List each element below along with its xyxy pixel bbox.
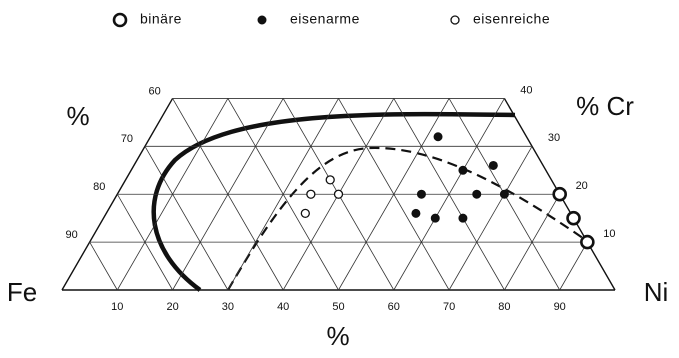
data-point xyxy=(416,189,426,199)
data-point xyxy=(580,234,595,250)
left-axis-label: % xyxy=(66,101,89,131)
legend-marker xyxy=(257,15,267,25)
legend-label: eisenreiche xyxy=(473,11,550,27)
ni-tick-label: 20 xyxy=(166,301,178,313)
fe-tick-label: 60 xyxy=(148,85,160,97)
right-axis-label: % Cr xyxy=(576,91,634,121)
grid-line xyxy=(393,98,505,291)
data-point xyxy=(552,186,568,202)
cr-tick-label: 10 xyxy=(603,228,615,240)
data-point xyxy=(458,213,468,223)
ni-corner-label: Ni xyxy=(644,277,669,307)
data-point xyxy=(300,208,310,219)
data-point xyxy=(488,160,498,170)
cr-tick-label: 20 xyxy=(576,180,588,192)
legend-marker xyxy=(450,15,460,25)
solid-boundary-curve xyxy=(151,111,516,292)
legend-marker xyxy=(112,12,128,28)
ni-tick-label: 90 xyxy=(554,301,566,313)
data-point xyxy=(333,189,344,199)
data-point xyxy=(458,165,468,175)
grid-line xyxy=(172,98,284,291)
fe-tick-label: 80 xyxy=(93,181,105,193)
grid-line xyxy=(559,241,588,291)
ni-tick-label: 30 xyxy=(222,301,234,313)
grid-line xyxy=(144,146,229,291)
cr-tick-label: 40 xyxy=(520,84,532,96)
grid-line xyxy=(448,146,533,291)
fe-tick-label: 70 xyxy=(121,133,133,145)
legend-label: eisenarme xyxy=(290,11,360,27)
ni-tick-label: 60 xyxy=(388,301,400,313)
data-point xyxy=(430,213,440,223)
fe-tick-label: 90 xyxy=(66,229,78,241)
grid-line xyxy=(89,241,118,291)
data-point xyxy=(306,189,316,199)
data-point xyxy=(325,175,335,185)
ni-tick-label: 50 xyxy=(332,301,344,313)
fe-corner-label: Fe xyxy=(7,277,37,307)
data-point xyxy=(433,132,443,142)
ni-tick-label: 40 xyxy=(277,301,289,313)
data-point xyxy=(411,208,421,218)
legend-label: binäre xyxy=(140,11,182,27)
grid-line xyxy=(227,98,339,291)
data-point xyxy=(472,189,482,199)
grid-line xyxy=(116,194,173,291)
bottom-axis-label: % xyxy=(326,321,349,351)
dashed-boundary-curve xyxy=(227,146,591,291)
cr-tick-label: 30 xyxy=(548,132,560,144)
data-point xyxy=(499,189,509,199)
grid-line xyxy=(338,98,450,291)
ni-tick-label: 80 xyxy=(498,301,510,313)
ni-tick-label: 10 xyxy=(111,301,123,313)
data-point xyxy=(566,210,581,226)
ni-tick-label: 70 xyxy=(443,301,455,313)
